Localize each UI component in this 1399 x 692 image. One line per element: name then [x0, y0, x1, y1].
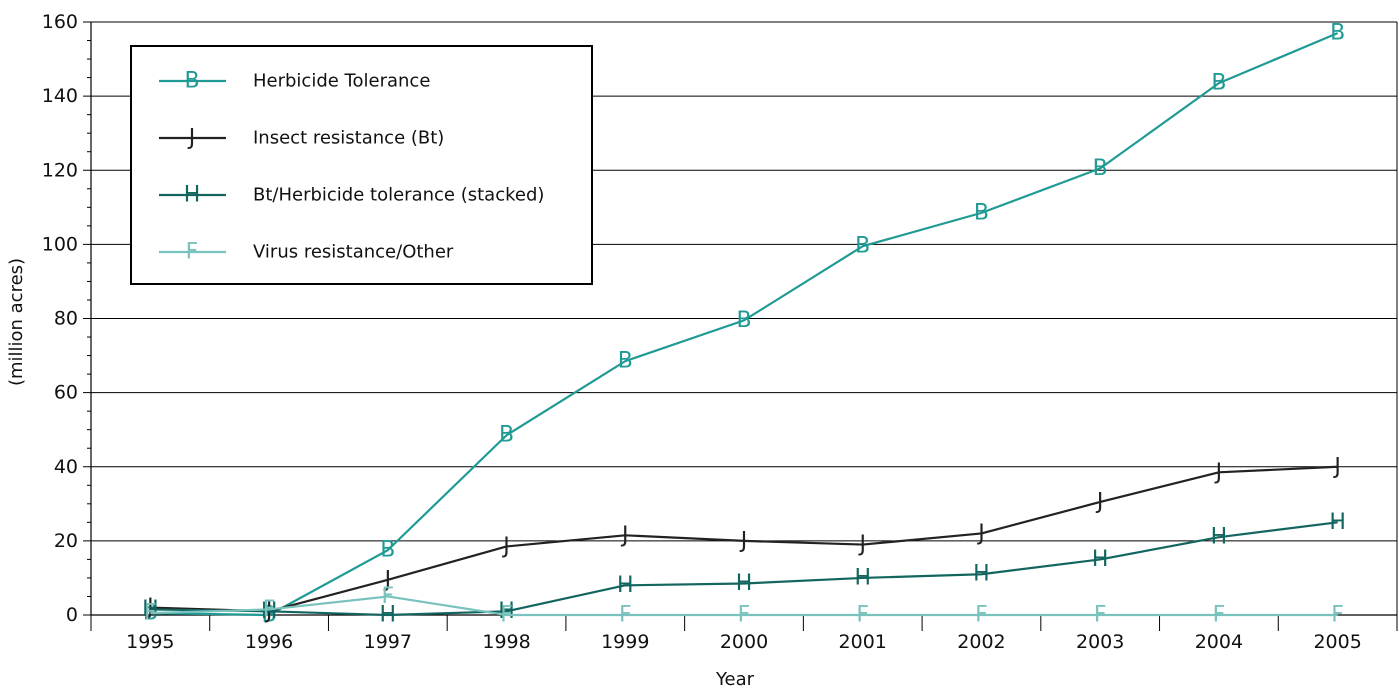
- data-point: F: [381, 584, 394, 609]
- x-tick-label: 1996: [245, 631, 293, 653]
- data-point: B: [380, 538, 395, 563]
- y-tick-label: 20: [54, 530, 78, 552]
- legend-item: H Bt/Herbicide tolerance (stacked): [159, 183, 544, 208]
- data-point: F: [1094, 603, 1107, 628]
- legend-marker: F: [186, 240, 199, 265]
- data-point: F: [975, 603, 988, 628]
- x-tick-label: 2004: [1195, 631, 1243, 653]
- legend-marker: J: [187, 126, 196, 151]
- data-point: J: [857, 532, 866, 557]
- data-point: F: [1213, 603, 1226, 628]
- data-point: H: [498, 599, 515, 624]
- data-point: J: [739, 528, 748, 553]
- data-point: J: [145, 595, 154, 620]
- x-tick-label: 2003: [1076, 631, 1124, 653]
- data-point: B: [499, 423, 514, 448]
- data-point: H: [617, 573, 634, 598]
- x-tick-label: 2000: [720, 631, 768, 653]
- series-line: [150, 32, 1339, 617]
- legend-item: B Herbicide Tolerance: [159, 69, 430, 94]
- data-point: B: [618, 349, 633, 374]
- y-tick-label: 100: [42, 233, 78, 255]
- x-tick-label: 1995: [126, 631, 174, 653]
- data-point: F: [1331, 603, 1344, 628]
- series-3: H H H H H H H H H H H: [142, 510, 1346, 628]
- series-line: [150, 595, 1338, 617]
- data-point: B: [974, 200, 989, 225]
- data-point: F: [500, 603, 513, 628]
- data-point: H: [736, 571, 753, 596]
- x-tick-label: 2002: [957, 631, 1005, 653]
- data-point: J: [383, 567, 392, 592]
- series-line: [150, 465, 1338, 613]
- data-point: B: [1211, 71, 1226, 96]
- legend-label: Insect resistance (Bt): [253, 128, 444, 149]
- y-tick-label: 80: [54, 308, 78, 330]
- data-point: H: [973, 562, 990, 587]
- data-point: H: [261, 599, 278, 624]
- y-tick-label: 0: [66, 604, 78, 626]
- data-point: J: [976, 521, 985, 546]
- x-tick-label: 2005: [1313, 631, 1361, 653]
- data-point: H: [1211, 525, 1228, 550]
- data-point: H: [854, 565, 871, 590]
- legend-label: Virus resistance/Other: [253, 242, 454, 263]
- data-point: F: [856, 603, 869, 628]
- data-point: B: [1093, 156, 1108, 181]
- x-tick-label: 1998: [482, 631, 530, 653]
- data-point: J: [1332, 454, 1341, 479]
- data-point: H: [1092, 547, 1109, 572]
- legend: B Herbicide Tolerance J Insect resistance (…: [130, 45, 593, 285]
- y-tick-label: 40: [54, 456, 78, 478]
- data-point: J: [1214, 460, 1223, 485]
- y-axis-title: (million acres): [6, 258, 27, 386]
- series-line: [150, 521, 1338, 617]
- legend-box: [130, 45, 593, 285]
- y-tick-label: 60: [54, 382, 78, 404]
- data-point: J: [1095, 489, 1104, 514]
- legend-label: Herbicide Tolerance: [253, 71, 430, 92]
- series-2: J JJJ J J J JJJ J: [145, 454, 1341, 624]
- y-tick-label: 120: [42, 159, 78, 181]
- x-axis-title: Year: [715, 669, 755, 690]
- axes: 0 20 40 60 80 100 120 140 160 1995 1996 1997 1998 199…: [42, 11, 1398, 653]
- data-point: J: [620, 523, 629, 548]
- x-tick-label: 2001: [839, 631, 887, 653]
- data-point: F: [263, 597, 276, 622]
- y-tick-label: 160: [42, 11, 78, 33]
- data-point: H: [142, 597, 159, 622]
- data-point: H: [1329, 510, 1346, 535]
- data-point: F: [738, 603, 751, 628]
- data-point: J: [501, 534, 510, 559]
- data-point: H: [380, 603, 397, 628]
- legend-item: F Virus resistance/Other: [159, 240, 454, 265]
- data-point: F: [144, 601, 157, 626]
- legend-item: J Insect resistance (Bt): [159, 126, 444, 151]
- x-tick-label: 1999: [601, 631, 649, 653]
- legend-marker: B: [184, 69, 199, 94]
- x-tick-label: 1997: [364, 631, 412, 653]
- data-point: B: [1330, 21, 1345, 46]
- data-point: B: [855, 234, 870, 259]
- series-4: F FFF F F F F F F F: [144, 584, 1344, 628]
- y-tick-label: 140: [42, 85, 78, 107]
- data-point: B: [736, 308, 751, 333]
- data-point: F: [619, 603, 632, 628]
- legend-label: Bt/Herbicide tolerance (stacked): [253, 185, 544, 206]
- legend-marker: H: [184, 183, 201, 208]
